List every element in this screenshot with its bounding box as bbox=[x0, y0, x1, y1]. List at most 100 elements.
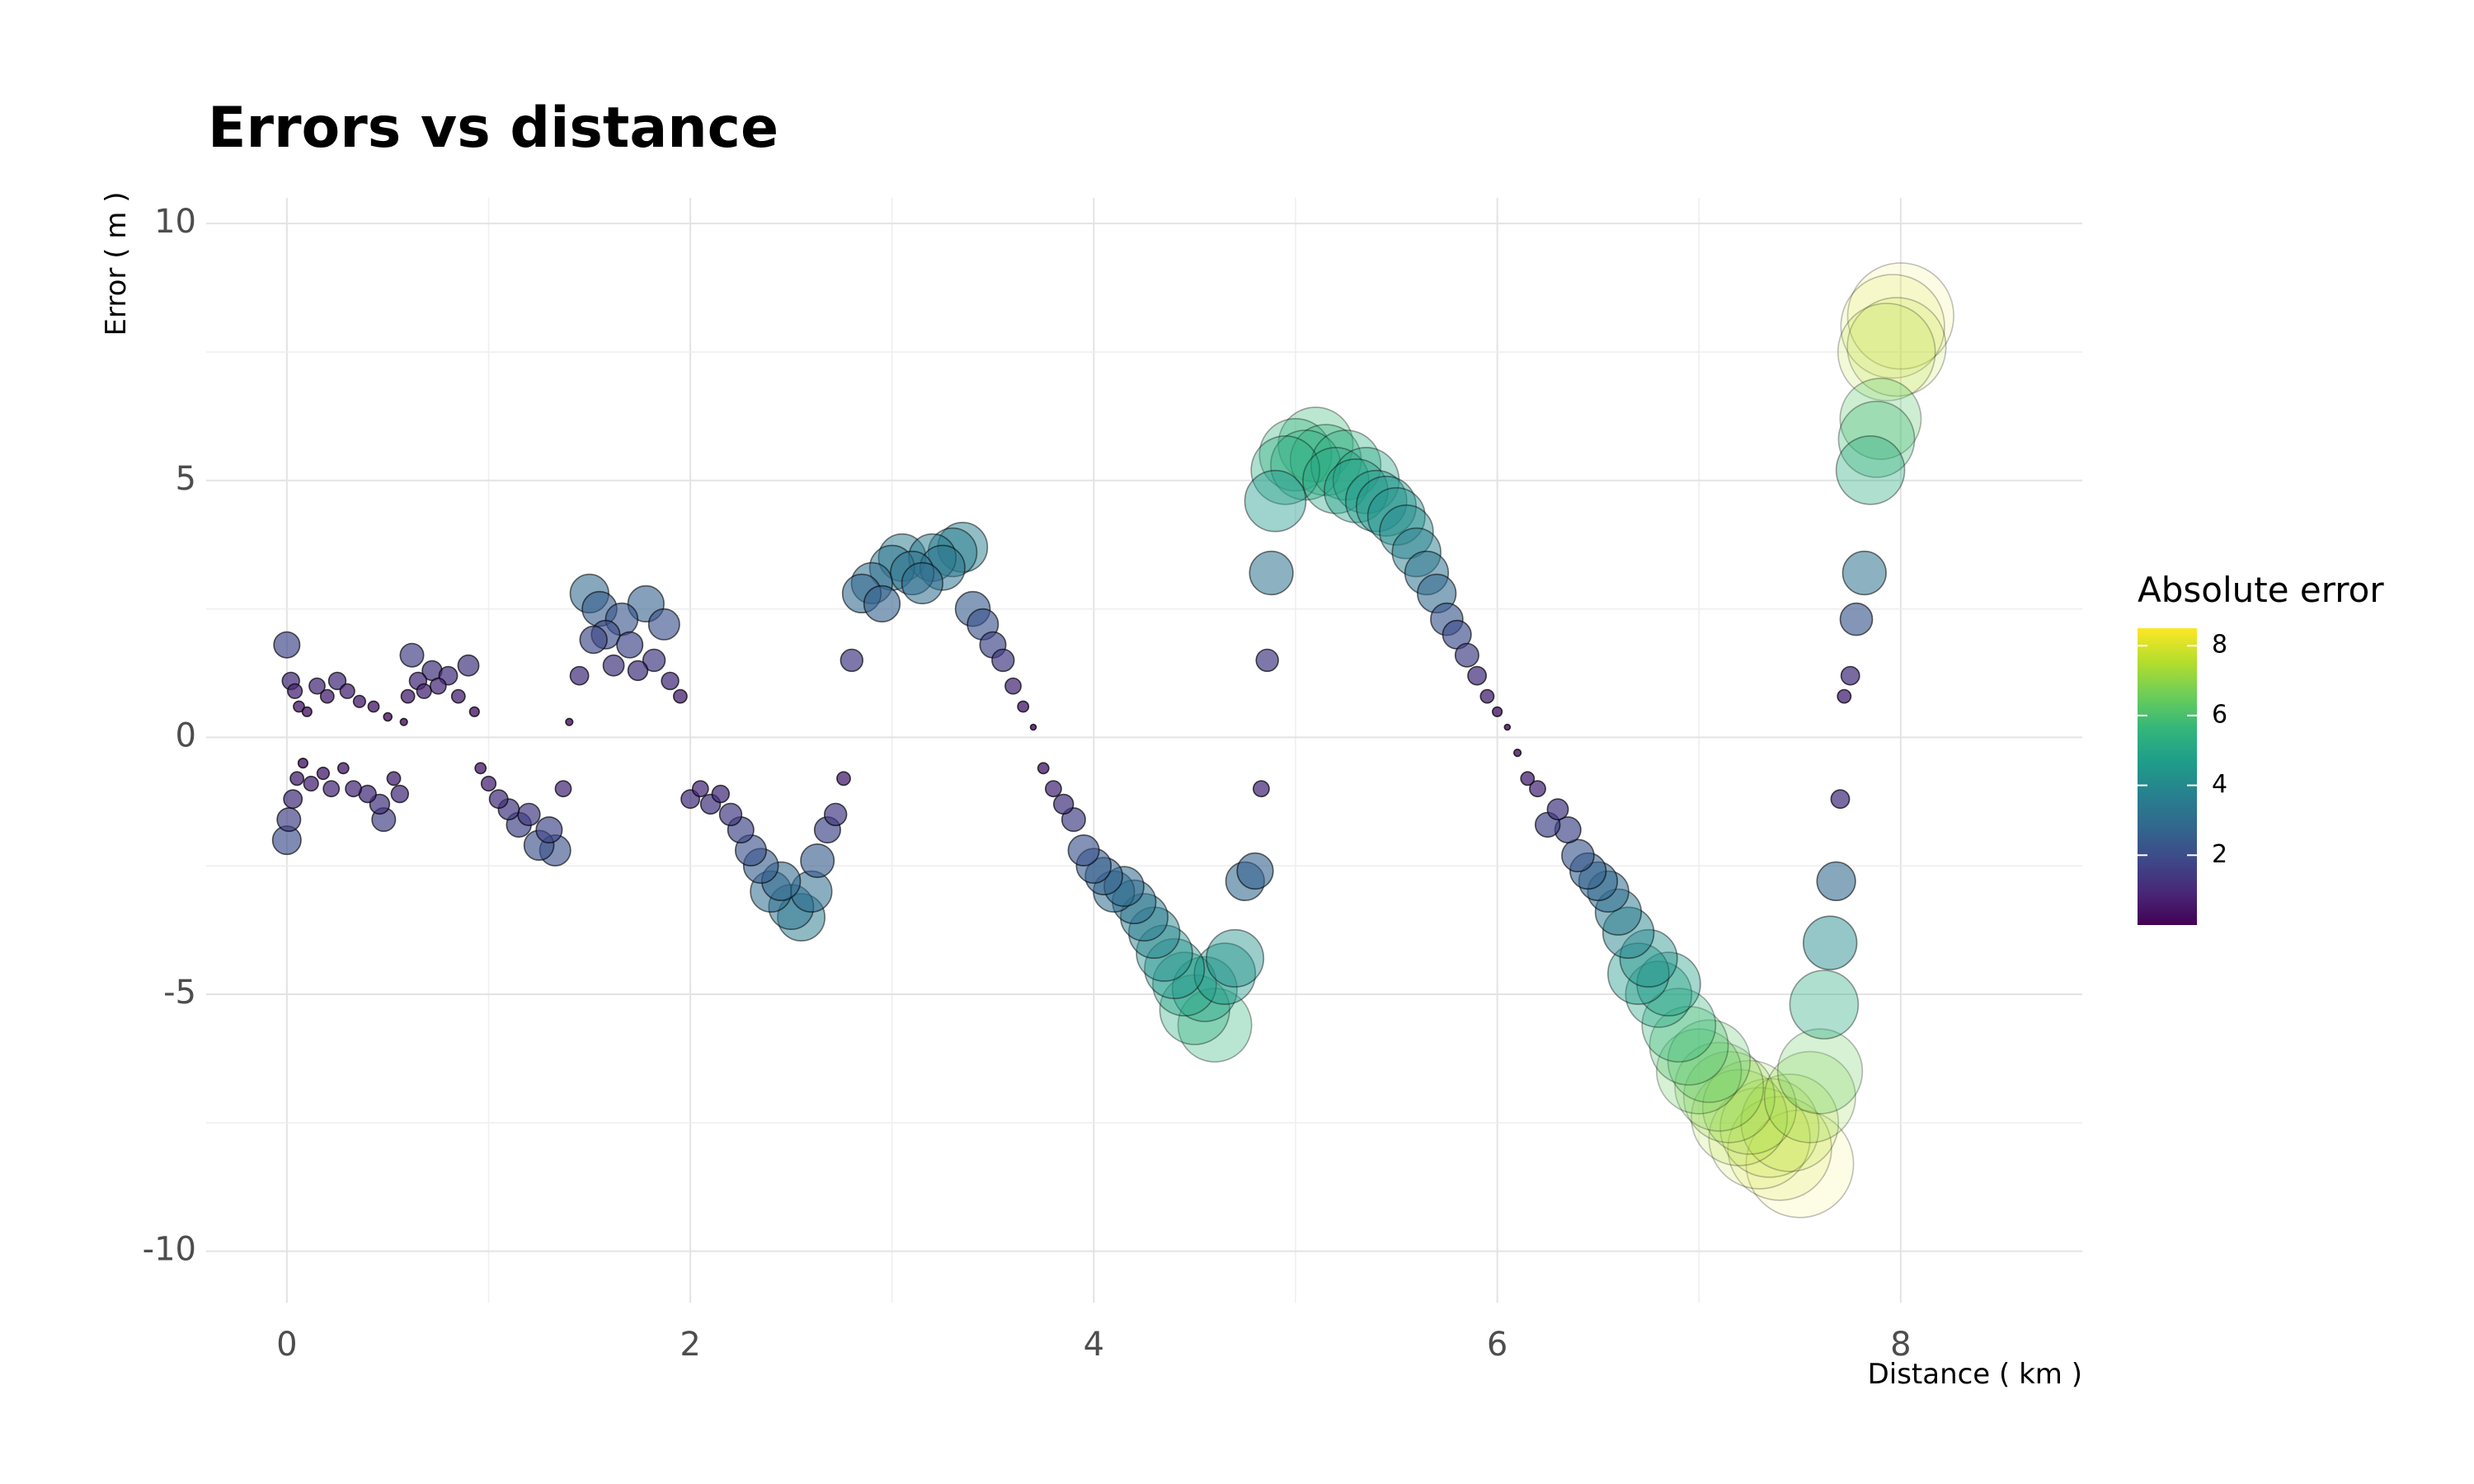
data-point bbox=[1045, 780, 1062, 798]
data-point bbox=[1324, 458, 1389, 524]
data-point bbox=[1258, 417, 1333, 492]
y-tick-label: -10 bbox=[143, 1231, 196, 1269]
data-point bbox=[1674, 1041, 1765, 1132]
data-point bbox=[429, 677, 447, 695]
data-point bbox=[673, 688, 688, 704]
data-point bbox=[1691, 1068, 1789, 1167]
data-point bbox=[1830, 789, 1851, 810]
data-point bbox=[535, 816, 563, 844]
legend-tick-label: 2 bbox=[2212, 840, 2227, 869]
data-point bbox=[1037, 762, 1050, 775]
data-point bbox=[1837, 688, 1852, 704]
data-point bbox=[647, 608, 680, 641]
x-tick-label: 0 bbox=[276, 1326, 297, 1364]
data-point bbox=[468, 706, 480, 717]
data-point bbox=[336, 762, 350, 775]
data-point bbox=[450, 688, 466, 704]
data-point bbox=[1067, 834, 1100, 866]
data-point bbox=[1837, 401, 1916, 478]
data-point bbox=[1029, 723, 1037, 731]
data-point bbox=[1255, 648, 1279, 673]
legend-title: Absolute error bbox=[2138, 570, 2384, 610]
data-point bbox=[1529, 780, 1546, 798]
data-point bbox=[1171, 956, 1238, 1022]
data-point bbox=[276, 807, 302, 833]
data-point bbox=[400, 688, 416, 704]
data-point bbox=[1004, 677, 1022, 695]
data-point bbox=[840, 648, 864, 673]
data-point bbox=[901, 561, 943, 605]
data-point bbox=[1701, 1059, 1797, 1155]
y-tick-label: 5 bbox=[176, 460, 196, 498]
data-point bbox=[1253, 780, 1270, 798]
data-point bbox=[399, 717, 408, 726]
data-point bbox=[691, 780, 709, 798]
data-point bbox=[367, 700, 380, 713]
data-point bbox=[1837, 303, 1936, 402]
data-point bbox=[399, 642, 425, 668]
data-point bbox=[800, 843, 835, 878]
legend-colorbar bbox=[2138, 628, 2197, 925]
data-point bbox=[1356, 475, 1418, 537]
data-point bbox=[1708, 1087, 1811, 1190]
data-point bbox=[416, 683, 432, 699]
axis-ticks: 0 2 4 6 8 10 5 0 -5 -10 bbox=[143, 203, 1912, 1364]
legend-ticks: 8 6 4 2 bbox=[2138, 631, 2227, 869]
data-point bbox=[1776, 1028, 1864, 1115]
x-tick-label: 6 bbox=[1487, 1326, 1507, 1364]
data-point bbox=[1727, 1096, 1832, 1201]
x-axis-title: Distance ( km ) bbox=[1868, 1358, 2082, 1391]
legend: Absolute error 8 6 4 2 bbox=[2138, 570, 2384, 925]
data-point bbox=[316, 766, 331, 781]
data-point bbox=[352, 694, 367, 708]
data-point bbox=[1345, 469, 1408, 533]
data-point bbox=[308, 677, 326, 695]
data-point bbox=[303, 775, 319, 792]
data-point bbox=[287, 683, 303, 699]
data-point bbox=[1641, 988, 1717, 1063]
data-point bbox=[1491, 706, 1503, 717]
data-point bbox=[327, 671, 347, 691]
data-point bbox=[1625, 960, 1693, 1028]
data-point bbox=[1159, 974, 1230, 1045]
data-point bbox=[602, 654, 625, 677]
y-tick-label: 0 bbox=[176, 716, 196, 754]
data-point bbox=[627, 660, 649, 682]
data-point bbox=[293, 700, 305, 713]
data-point bbox=[1270, 429, 1342, 501]
data-point bbox=[1649, 1006, 1729, 1086]
data-point bbox=[718, 802, 743, 827]
data-point bbox=[1745, 1109, 1855, 1219]
data-point bbox=[1302, 446, 1370, 514]
data-point bbox=[1839, 602, 1874, 636]
data-point bbox=[488, 789, 509, 810]
data-point bbox=[273, 631, 301, 659]
data-point bbox=[1816, 861, 1856, 901]
data-point bbox=[1719, 1078, 1820, 1178]
x-tick-label: 2 bbox=[680, 1326, 700, 1364]
data-point bbox=[1740, 1073, 1840, 1172]
y-axis-title: Error ( m ) bbox=[100, 192, 133, 336]
data-point bbox=[289, 771, 305, 787]
data-point bbox=[1236, 852, 1274, 890]
data-point bbox=[1520, 771, 1536, 787]
data-point bbox=[836, 771, 851, 787]
data-point bbox=[1467, 665, 1488, 686]
data-point bbox=[1667, 1019, 1752, 1103]
data-point bbox=[1454, 642, 1479, 668]
chart-title: Errors vs distance bbox=[208, 96, 778, 161]
data-point bbox=[345, 780, 363, 798]
data-point bbox=[474, 762, 487, 775]
data-point bbox=[1206, 928, 1265, 988]
data-point bbox=[565, 717, 574, 726]
data-point bbox=[642, 648, 666, 673]
data-point bbox=[322, 780, 341, 798]
data-point bbox=[1682, 1050, 1776, 1144]
data-point bbox=[579, 625, 608, 655]
legend-tick-label: 8 bbox=[2212, 631, 2227, 660]
data-point bbox=[1789, 970, 1860, 1040]
data-point bbox=[661, 671, 680, 691]
data-point bbox=[1655, 1028, 1743, 1115]
data-point bbox=[517, 802, 541, 827]
data-point bbox=[339, 683, 355, 699]
